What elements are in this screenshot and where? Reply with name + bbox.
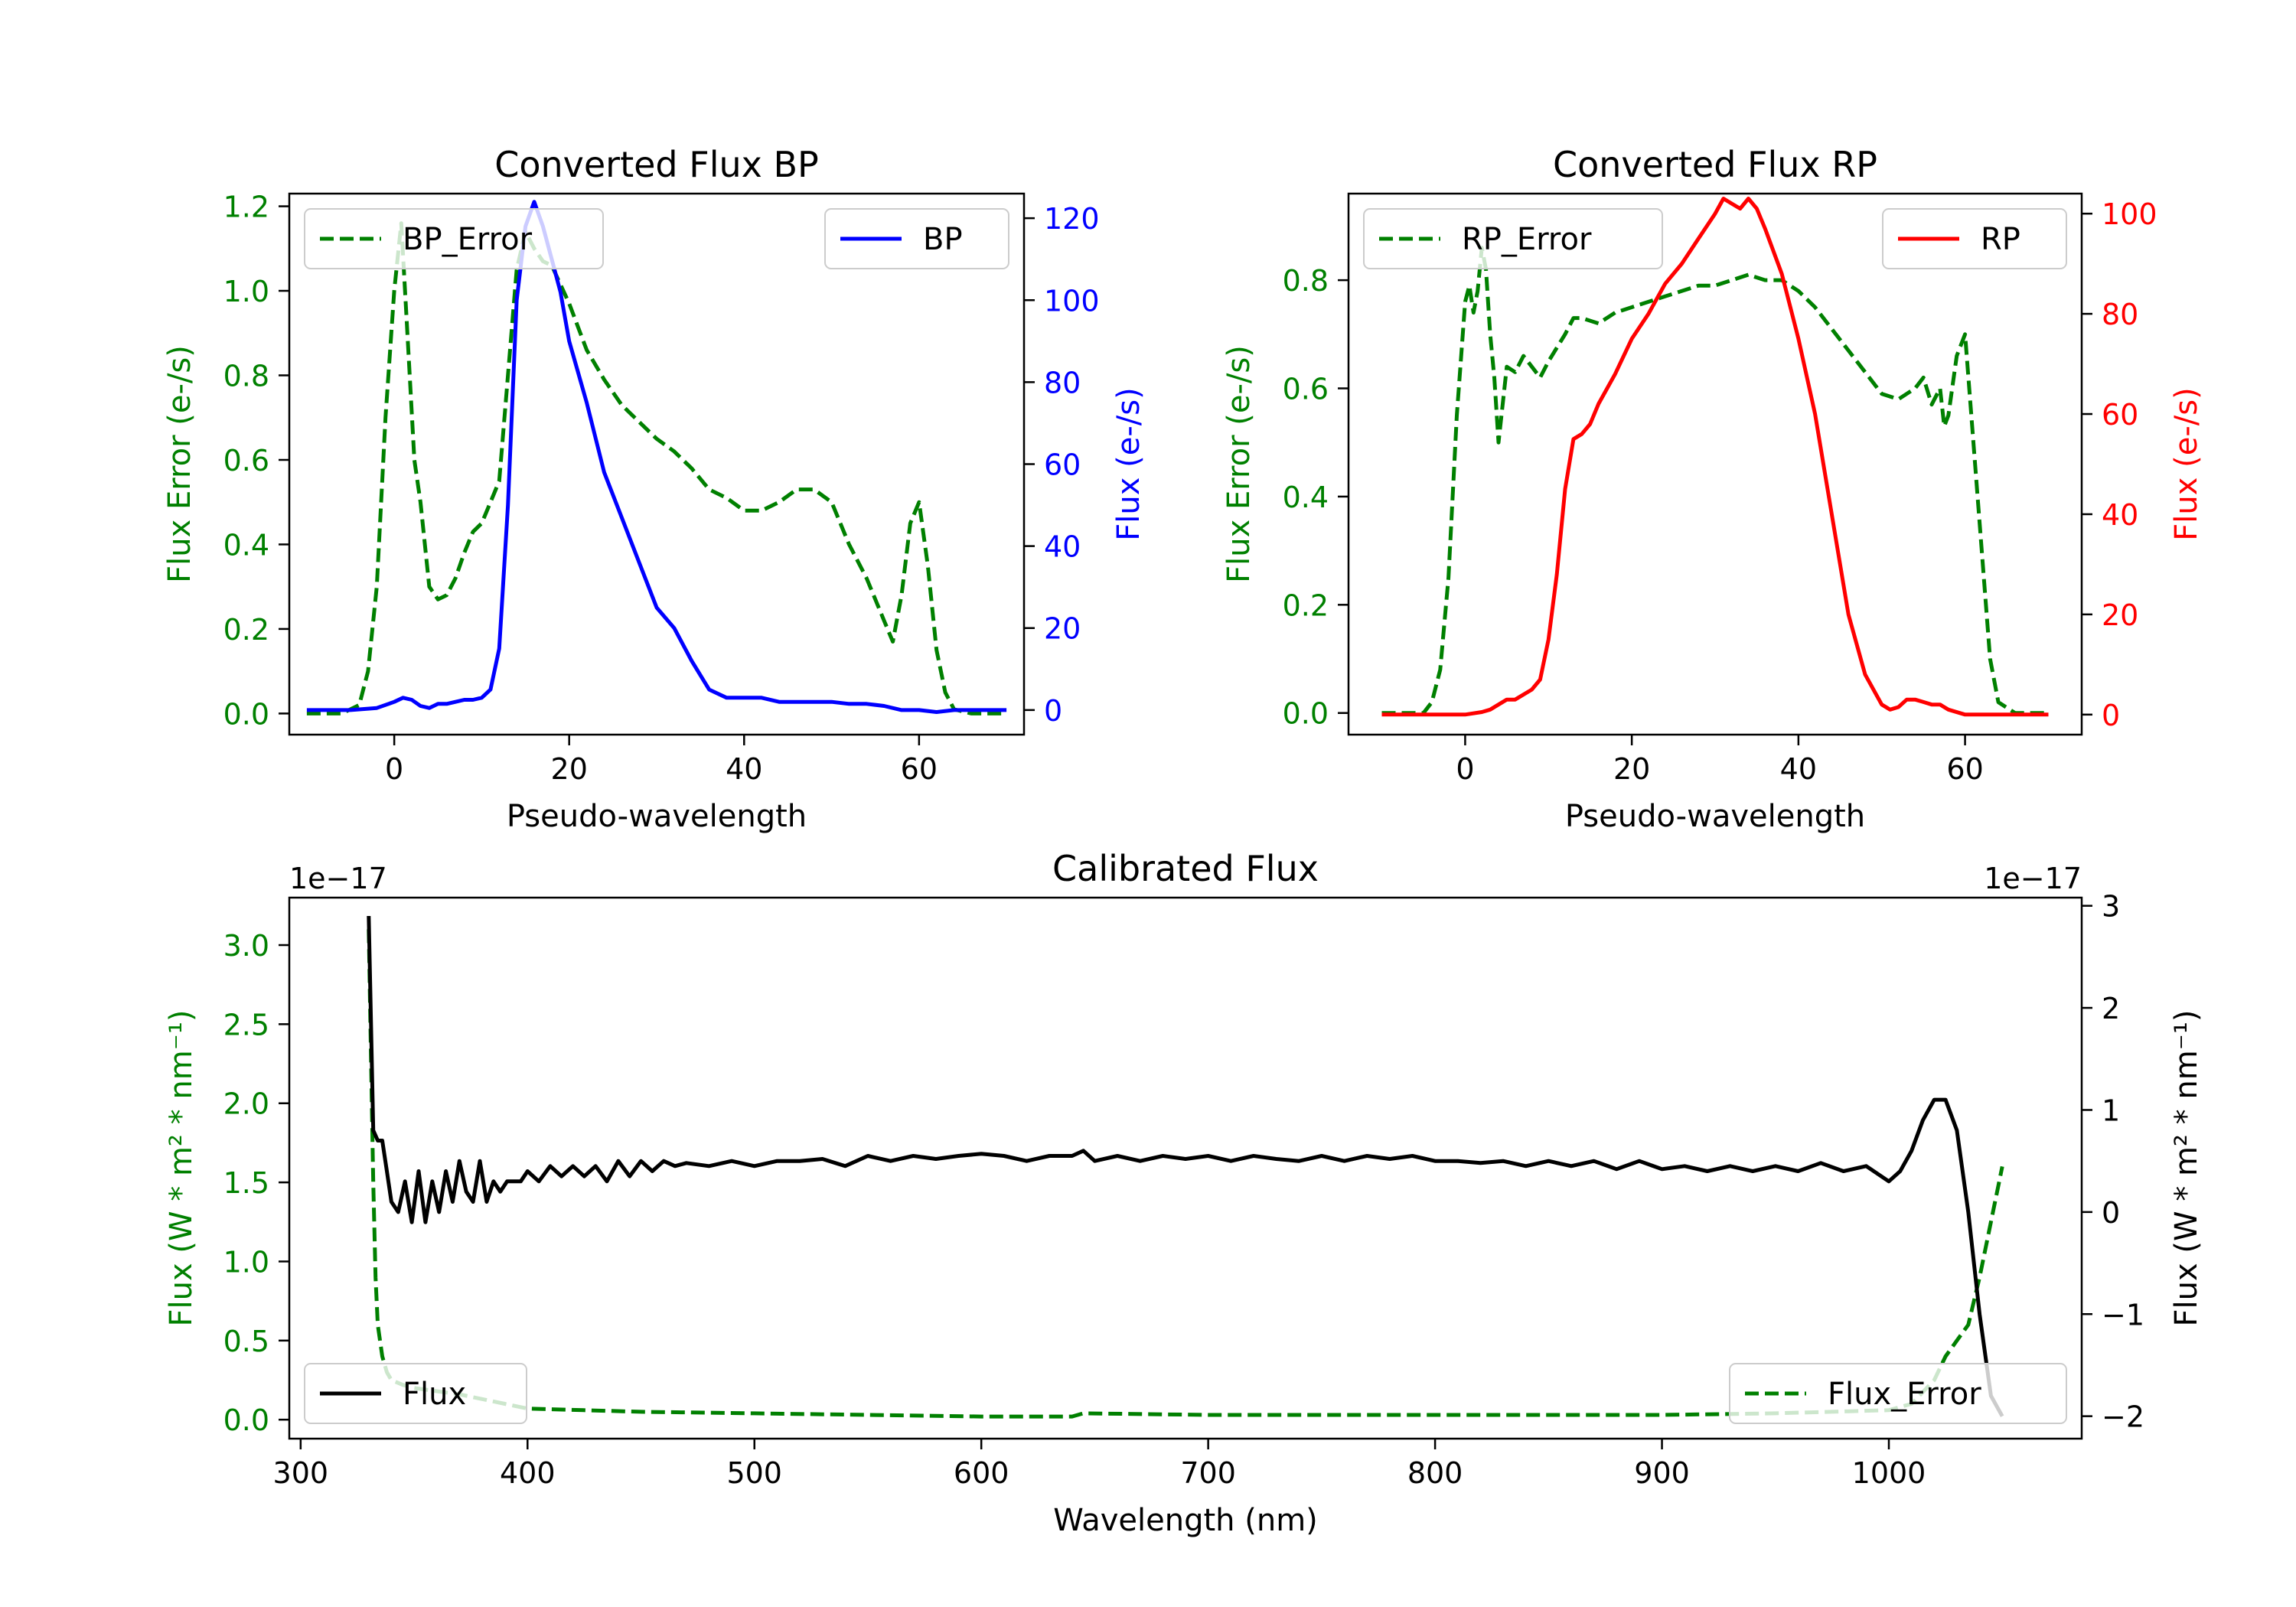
x-tick-label: 0 bbox=[1456, 752, 1474, 786]
y-right-tick-label: 20 bbox=[1044, 612, 1081, 646]
legend-label: RP bbox=[1981, 222, 2020, 257]
series-flux-error-line bbox=[367, 929, 2004, 1419]
y-right-tick-label: 3 bbox=[2102, 890, 2120, 924]
y-left-tick-label: 0.2 bbox=[1283, 588, 1329, 622]
y-left-tick-label: 3.0 bbox=[223, 929, 269, 963]
legend-box bbox=[1882, 208, 2067, 269]
y-right-tick-label: 40 bbox=[2102, 498, 2138, 532]
legend-rp: RP bbox=[1882, 208, 2067, 269]
x-tick-label: 60 bbox=[1946, 752, 1983, 786]
y-left-tick-label: 1.5 bbox=[223, 1166, 269, 1200]
series-rp-error-line bbox=[1381, 246, 2049, 715]
x-axis-label: Pseudo-wavelength bbox=[1565, 799, 1865, 834]
chart-1: 0 20 40 60 0.0 0.2 0.4 0.6 0.8 1.0 1.2 0 20 40 60 80 100… bbox=[162, 144, 1146, 834]
y-left-offset-text: 1e−17 bbox=[289, 862, 387, 895]
legend-bp: BP bbox=[824, 208, 1009, 269]
y-right-tick-label: 100 bbox=[2102, 197, 2157, 231]
y-left-tick-label: 0.0 bbox=[223, 697, 269, 731]
y-left-tick-label: 0.4 bbox=[223, 528, 269, 562]
x-tick-label: 300 bbox=[273, 1456, 329, 1490]
x-tick-label: 800 bbox=[1407, 1456, 1463, 1490]
x-tick-label: 700 bbox=[1180, 1456, 1236, 1490]
y-left-tick-label: 1.0 bbox=[223, 275, 269, 308]
y-left-tick-label: 0.6 bbox=[1283, 373, 1329, 406]
legend-flux-error: Flux_Error bbox=[1729, 1363, 2067, 1424]
legend-rp-error: RP_Error bbox=[1363, 208, 1663, 269]
legend-box bbox=[304, 208, 604, 269]
y-left-tick-label: 0.4 bbox=[1283, 481, 1329, 514]
y-right-axis-label: Flux (e-/s) bbox=[1111, 387, 1146, 540]
x-tick-label: 1000 bbox=[1852, 1456, 1926, 1490]
y-left-tick-label: 0.8 bbox=[1283, 264, 1329, 298]
x-tick-label: 20 bbox=[1613, 752, 1650, 786]
legend-label: Flux_Error bbox=[1828, 1377, 1981, 1412]
x-tick-label: 40 bbox=[726, 752, 762, 786]
x-tick-label: 0 bbox=[385, 752, 403, 786]
legend-label: BP bbox=[923, 222, 963, 257]
x-tick-label: 600 bbox=[954, 1456, 1009, 1490]
y-left-axis-label: Flux Error (e-/s) bbox=[1221, 345, 1257, 583]
series-bp-line bbox=[306, 200, 1007, 714]
chart-title: Converted Flux RP bbox=[1553, 144, 1877, 185]
y-left-tick-label: 2.0 bbox=[223, 1087, 269, 1121]
y-right-tick-label: 0 bbox=[1044, 694, 1062, 728]
y-right-axis-label: Flux (W * m² * nm⁻¹) bbox=[2169, 1010, 2204, 1327]
y-right-tick-label: 80 bbox=[2102, 298, 2138, 331]
y-left-tick-label: 0.5 bbox=[223, 1325, 269, 1358]
plot-frame bbox=[288, 896, 2083, 1440]
y-left-tick-label: 0.0 bbox=[1283, 697, 1329, 731]
legend-label: RP_Error bbox=[1462, 222, 1592, 257]
x-tick-label: 900 bbox=[1634, 1456, 1690, 1490]
x-tick-label: 400 bbox=[500, 1456, 556, 1490]
y-right-tick-label: 40 bbox=[1044, 530, 1081, 564]
chart-title: Calibrated Flux bbox=[1052, 848, 1319, 889]
y-right-tick-label: 120 bbox=[1044, 202, 1100, 236]
y-right-tick-label: 1 bbox=[2102, 1094, 2120, 1127]
chart-title: Converted Flux BP bbox=[494, 144, 819, 185]
y-right-tick-label: 60 bbox=[1044, 448, 1081, 482]
legend-label: BP_Error bbox=[403, 222, 533, 257]
y-left-tick-label: 2.5 bbox=[223, 1008, 269, 1041]
y-right-tick-label: 60 bbox=[2102, 398, 2138, 432]
plot-frame bbox=[1347, 192, 2083, 736]
series-bp-error-line bbox=[306, 221, 1007, 715]
y-right-tick-label: 0 bbox=[2102, 1196, 2120, 1230]
x-axis-label: Wavelength (nm) bbox=[1053, 1503, 1318, 1538]
y-right-axis-label: Flux (e-/s) bbox=[2169, 387, 2204, 540]
y-left-tick-label: 0.0 bbox=[223, 1403, 269, 1437]
legend-box bbox=[824, 208, 1009, 269]
y-left-tick-label: 0.6 bbox=[223, 444, 269, 478]
y-left-tick-label: 0.8 bbox=[223, 360, 269, 393]
x-tick-label: 60 bbox=[901, 752, 938, 786]
y-left-tick-label: 1.0 bbox=[223, 1245, 269, 1279]
x-tick-label: 40 bbox=[1780, 752, 1817, 786]
y-right-tick-label: −1 bbox=[2102, 1298, 2144, 1332]
legend-label: Flux bbox=[403, 1377, 466, 1412]
y-right-tick-label: 2 bbox=[2102, 992, 2120, 1025]
y-right-tick-label: 80 bbox=[1044, 366, 1081, 399]
y-right-tick-label: 20 bbox=[2102, 598, 2138, 632]
legend-box bbox=[1729, 1363, 2067, 1424]
y-right-tick-label: 0 bbox=[2102, 699, 2120, 732]
legend-box bbox=[304, 1363, 527, 1424]
x-tick-label: 20 bbox=[551, 752, 588, 786]
y-right-tick-label: −2 bbox=[2102, 1400, 2144, 1434]
y-left-axis-label: Flux (W * m² * nm⁻¹) bbox=[164, 1010, 199, 1327]
chart-3: 300 400 500 600 700 800 900 1000 0.0 0.5 1.0 1.5 2.0… bbox=[164, 848, 2204, 1538]
legend-bp-error: BP_Error bbox=[304, 208, 604, 269]
legend-flux: Flux bbox=[304, 1363, 527, 1424]
series-rp-line bbox=[1381, 197, 2049, 717]
legend-box bbox=[1363, 208, 1663, 269]
chart-2: 0 20 40 60 0.0 0.2 0.4 0.6 0.8 0 20 40 60 80 100 Conver… bbox=[1221, 144, 2204, 834]
y-left-tick-label: 1.2 bbox=[223, 191, 269, 224]
y-right-offset-text: 1e−17 bbox=[1984, 862, 2082, 895]
x-tick-label: 500 bbox=[726, 1456, 782, 1490]
y-right-tick-label: 100 bbox=[1044, 284, 1100, 318]
series-flux-line bbox=[367, 915, 2004, 1417]
y-left-tick-label: 0.2 bbox=[223, 613, 269, 647]
x-axis-label: Pseudo-wavelength bbox=[507, 799, 807, 834]
y-left-axis-label: Flux Error (e-/s) bbox=[162, 345, 197, 583]
plot-frame bbox=[288, 192, 1026, 736]
